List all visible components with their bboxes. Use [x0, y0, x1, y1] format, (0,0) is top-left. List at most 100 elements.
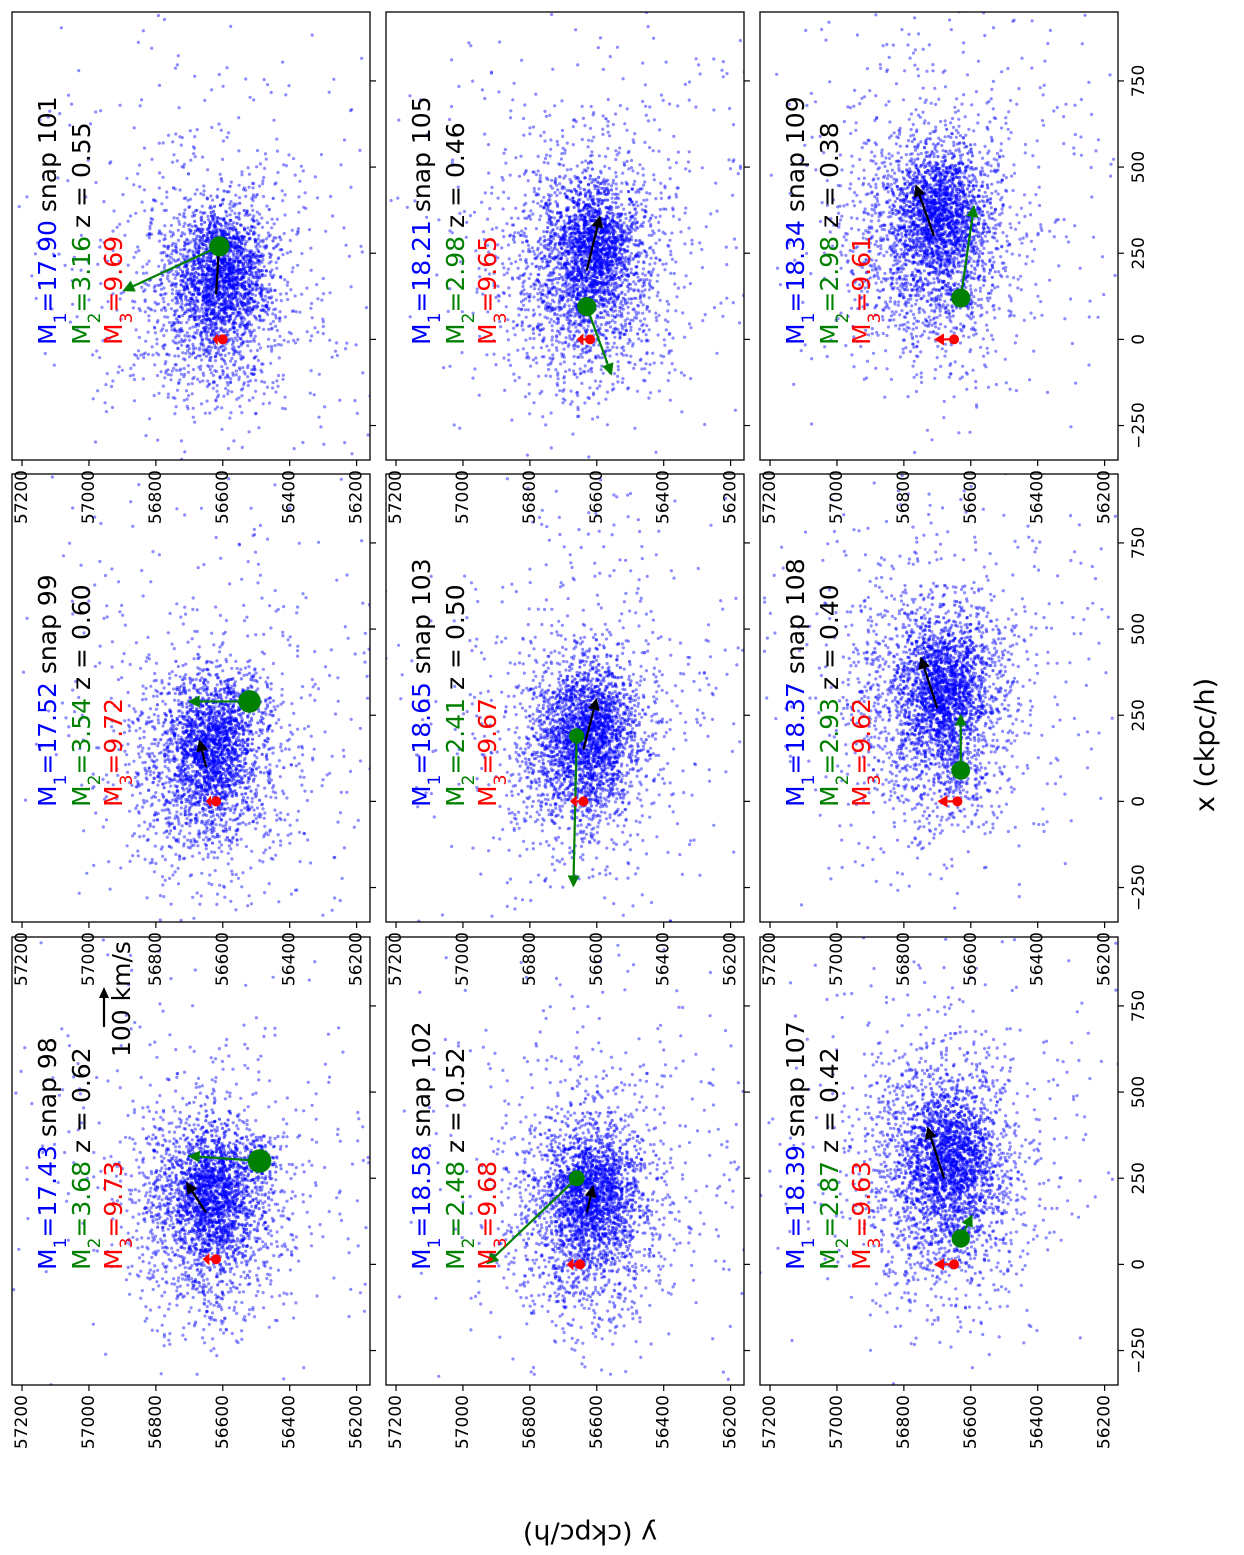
- particle: [197, 1138, 201, 1142]
- scatter-points: [21, 475, 370, 922]
- particle: [166, 766, 170, 770]
- particle: [145, 769, 149, 773]
- particle: [314, 1140, 319, 1144]
- particle: [242, 1167, 246, 1171]
- particle: [214, 1057, 218, 1061]
- panel-frame: [11, 936, 371, 1386]
- particle: [76, 1128, 80, 1132]
- particle: [270, 714, 274, 718]
- particle: [168, 1182, 172, 1187]
- particle: [133, 710, 137, 714]
- particle: [152, 764, 156, 769]
- particle: [208, 1266, 212, 1270]
- particle: [338, 1212, 342, 1216]
- particle: [200, 1285, 205, 1290]
- particle: [204, 820, 208, 824]
- particle: [256, 1174, 260, 1178]
- particle: [191, 1174, 195, 1179]
- particle: [181, 1259, 185, 1263]
- particle: [211, 1241, 215, 1245]
- particle: [151, 1251, 155, 1255]
- particle: [161, 782, 165, 786]
- particle: [150, 860, 154, 865]
- particle: [206, 1096, 210, 1100]
- particle: [229, 899, 233, 903]
- particle: [150, 1255, 154, 1259]
- particle: [145, 913, 148, 916]
- particle: [286, 926, 289, 929]
- particle: [214, 1076, 218, 1080]
- particle: [159, 1169, 163, 1173]
- particle: [150, 1228, 154, 1232]
- particle: [226, 1118, 230, 1122]
- particle: [205, 829, 209, 833]
- particle: [115, 797, 119, 801]
- particle: [189, 818, 193, 822]
- particle: [160, 1198, 164, 1202]
- particle: [158, 918, 162, 922]
- particle: [220, 1322, 224, 1326]
- particle: [129, 1192, 133, 1196]
- particle: [182, 1256, 187, 1260]
- particle: [257, 1248, 261, 1252]
- particle: [242, 1227, 246, 1232]
- particle: [289, 1250, 293, 1254]
- particle: [148, 1190, 152, 1194]
- particle: [243, 770, 247, 774]
- particle: [137, 1165, 141, 1169]
- particle: [174, 1173, 178, 1177]
- particle: [247, 732, 251, 736]
- particle: [268, 700, 272, 705]
- particle: [221, 1144, 225, 1148]
- M3-label-symbol: M: [99, 1248, 128, 1270]
- particle: [186, 790, 190, 794]
- particle: [208, 1192, 212, 1196]
- particle: [252, 1438, 255, 1441]
- particle: [151, 781, 155, 785]
- particle: [205, 1309, 209, 1313]
- particle: [167, 801, 171, 805]
- particle: [263, 743, 267, 747]
- particle: [201, 1245, 205, 1249]
- particle: [285, 1199, 289, 1203]
- particle: [237, 1250, 241, 1254]
- particle: [247, 821, 251, 826]
- particle: [163, 731, 167, 735]
- particle: [221, 813, 225, 817]
- particle: [235, 1205, 239, 1209]
- particle: [175, 1140, 179, 1145]
- particle: [227, 1199, 231, 1203]
- particle: [169, 829, 173, 833]
- particle: [167, 776, 171, 781]
- particle: [167, 1183, 171, 1187]
- particle: [167, 1338, 171, 1342]
- particle: [231, 792, 235, 796]
- particle: [191, 1285, 195, 1289]
- particle: [194, 1287, 198, 1291]
- particle: [191, 854, 195, 858]
- particle: [200, 1163, 204, 1167]
- particle: [126, 1231, 130, 1235]
- particle: [280, 1253, 284, 1257]
- particle: [249, 1133, 253, 1137]
- particle: [119, 866, 123, 870]
- particle: [147, 1109, 151, 1113]
- particle: [215, 902, 219, 907]
- particle: [236, 1115, 240, 1119]
- particle: [243, 1042, 247, 1046]
- particle: [167, 1166, 171, 1171]
- particle: [281, 1214, 285, 1218]
- particle: [134, 729, 138, 733]
- particle: [261, 728, 265, 732]
- particle: [194, 1205, 198, 1209]
- particle: [219, 1272, 223, 1276]
- particle: [271, 786, 275, 790]
- particle: [270, 1183, 275, 1188]
- particle: [124, 1013, 128, 1017]
- particle: [204, 1219, 208, 1223]
- particle: [232, 1189, 236, 1193]
- particle: [190, 765, 195, 769]
- particle: [133, 1141, 137, 1146]
- particle: [168, 760, 172, 764]
- particle: [229, 774, 233, 779]
